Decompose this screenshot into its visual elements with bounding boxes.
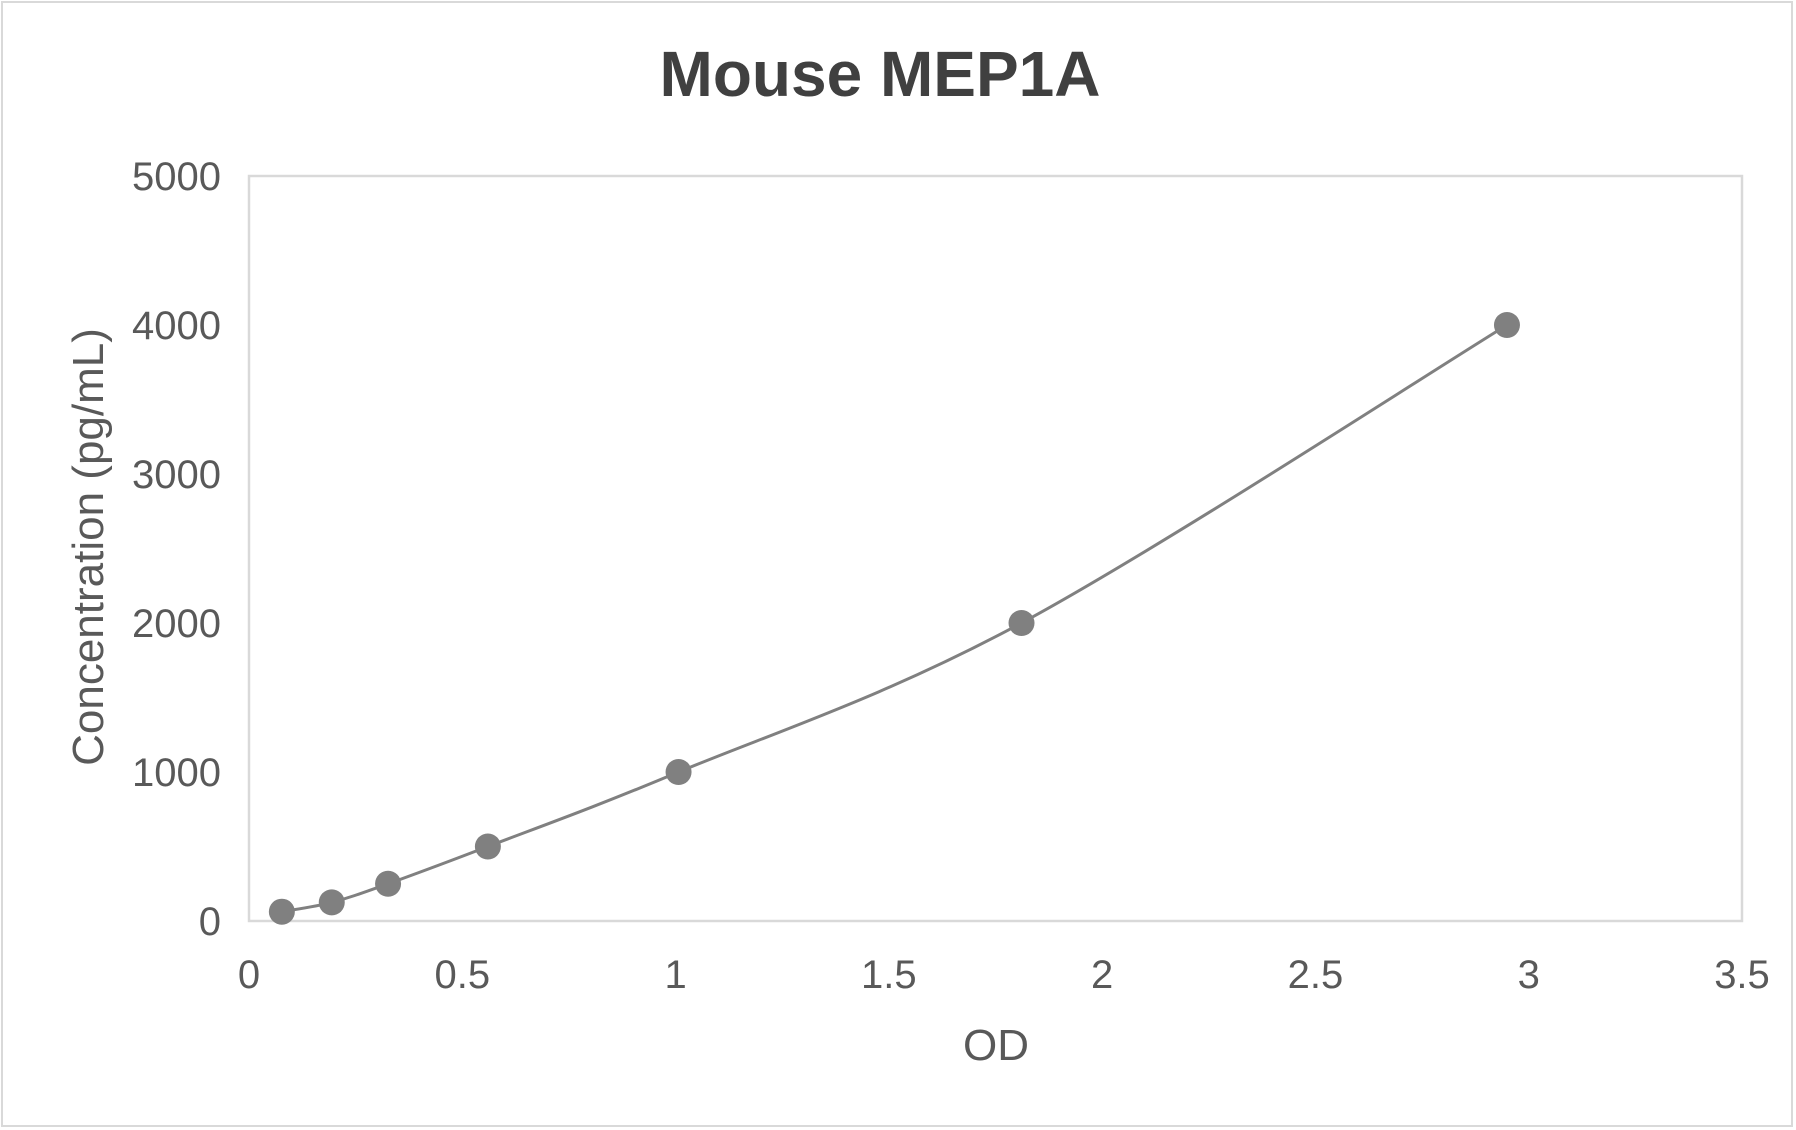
data-point-marker: [665, 759, 692, 785]
x-tick-label: 1: [664, 953, 686, 997]
data-point-marker: [375, 870, 402, 897]
plot-area: [247, 174, 1744, 923]
y-tick-label: 1000: [132, 751, 221, 795]
data-point-marker: [1008, 610, 1035, 636]
y-tick-label: 4000: [132, 304, 221, 348]
y-tick-label: 3000: [132, 453, 221, 497]
x-axis-tick-labels: 0 0.5 1 1.5 2 2.5 3 3.5: [238, 953, 1770, 997]
y-tick-label: 0: [199, 900, 221, 944]
x-tick-label: 3: [1518, 953, 1540, 997]
y-tick-label: 5000: [132, 155, 221, 199]
data-point-marker: [1493, 312, 1520, 338]
chart-title: Mouse MEP1A: [660, 38, 1101, 110]
x-tick-label: 0: [238, 953, 260, 997]
series-markers: [268, 312, 1520, 925]
y-tick-label: 2000: [132, 602, 221, 646]
x-tick-label: 2.5: [1288, 953, 1344, 997]
x-tick-label: 0.5: [434, 953, 490, 997]
x-axis-title: OD: [963, 1021, 1029, 1070]
y-axis-tick-labels: 0 1000 2000 3000 4000 5000: [132, 155, 221, 944]
data-point-marker: [318, 889, 345, 916]
data-point-marker: [474, 833, 501, 860]
x-tick-label: 1.5: [861, 953, 917, 997]
data-point-marker: [268, 898, 295, 925]
x-tick-label: 3.5: [1714, 953, 1770, 997]
y-axis-title: Concentration (pg/mL): [64, 328, 113, 766]
x-tick-label: 2: [1091, 953, 1113, 997]
